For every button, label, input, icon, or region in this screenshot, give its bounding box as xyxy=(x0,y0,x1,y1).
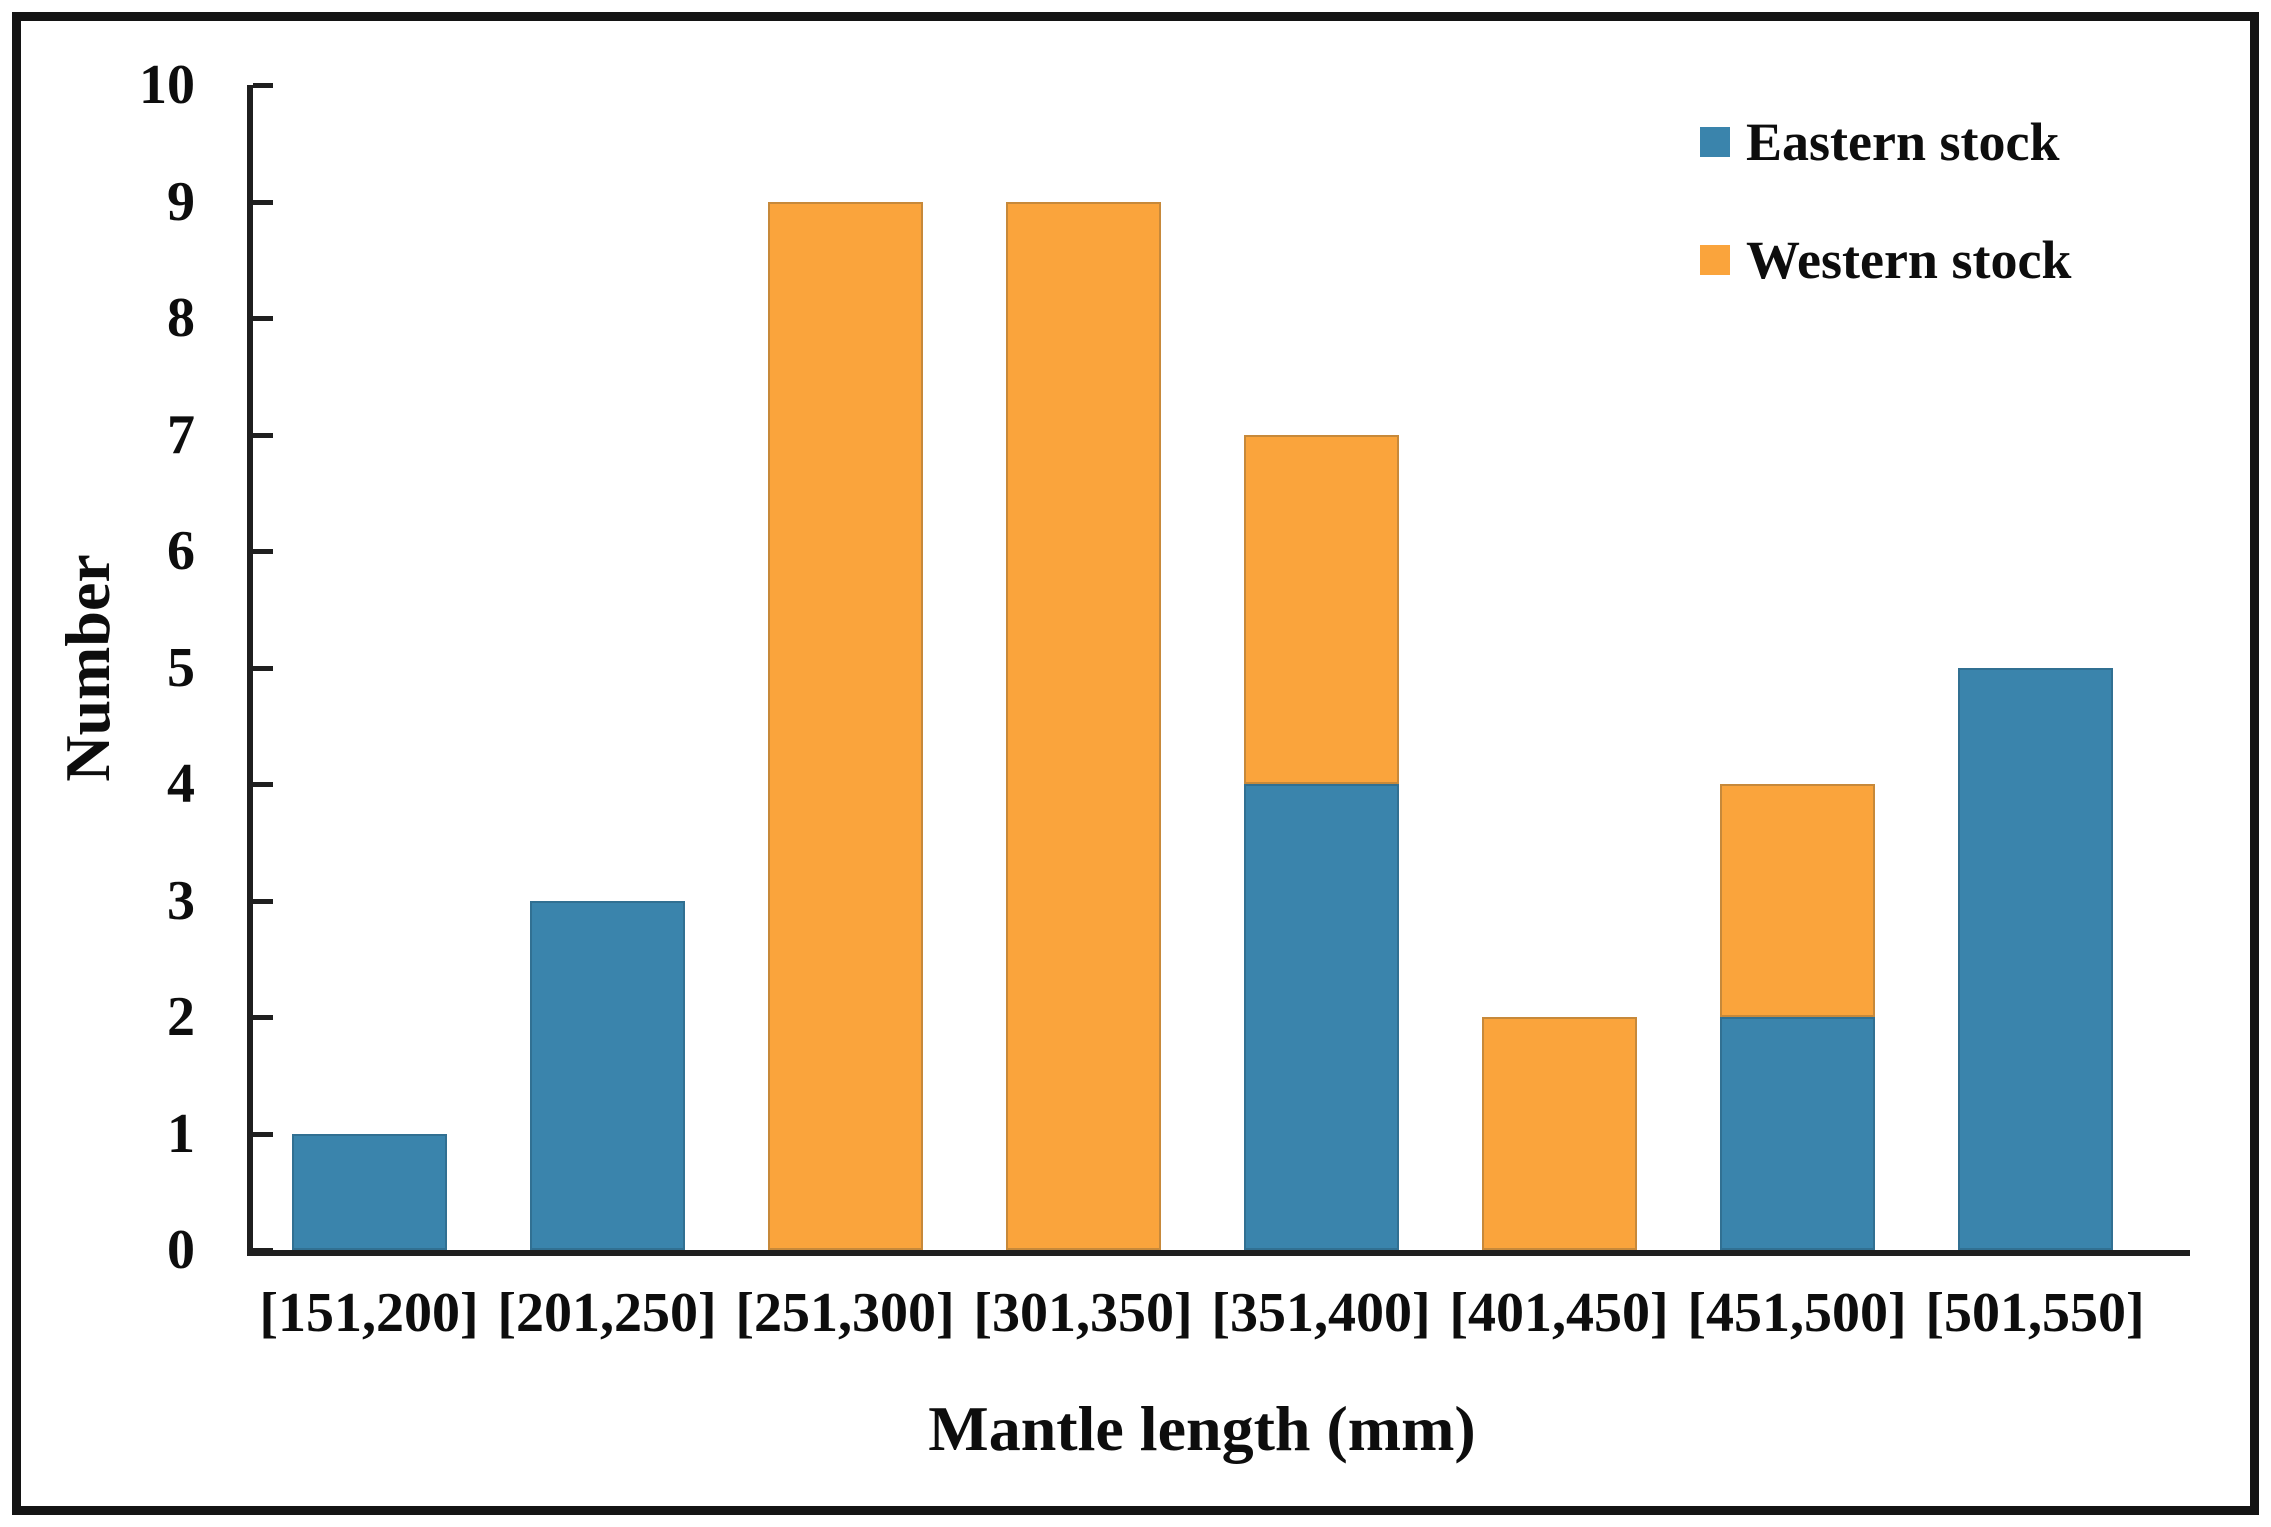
y-tick xyxy=(253,782,273,787)
y-tick-label: 2 xyxy=(167,986,195,1048)
legend: Eastern stock Western stock xyxy=(1700,110,2071,346)
x-tick-label: [451,500] xyxy=(1687,1282,1907,1344)
bar-segment-eastern-stock xyxy=(1243,784,1399,1250)
x-tick-label: [201,250] xyxy=(497,1282,717,1344)
legend-item-eastern-stock: Eastern stock xyxy=(1700,110,2071,174)
y-tick-label: 5 xyxy=(167,636,195,699)
x-axis-title: Mantle length (mm) xyxy=(928,1393,1476,1464)
bar-segment-western-stock xyxy=(1481,1017,1637,1250)
y-tick xyxy=(253,898,273,904)
bar-segment-western-stock xyxy=(1719,784,1875,1017)
x-tick-label: [151,200] xyxy=(259,1282,479,1344)
bar-segment-western-stock xyxy=(1005,201,1161,1250)
x-tick-label: [501,550] xyxy=(1925,1282,2145,1344)
y-tick-label: 8 xyxy=(167,287,195,349)
y-tick xyxy=(253,1131,273,1137)
y-tick-label: 0 xyxy=(167,1219,195,1281)
y-tick-label: 7 xyxy=(167,403,195,466)
y-tick-label: 1 xyxy=(167,1102,195,1165)
y-tick-label: 9 xyxy=(167,170,195,233)
legend-label-eastern-stock: Eastern stock xyxy=(1746,112,2060,172)
y-tick xyxy=(253,432,273,438)
y-tick-label: 10 xyxy=(139,54,195,116)
y-tick xyxy=(253,83,273,88)
x-tick-label: [251,300] xyxy=(735,1282,955,1344)
bar-segment-eastern-stock xyxy=(1719,1017,1875,1250)
legend-item-western-stock: Western stock xyxy=(1700,228,2071,292)
y-tick-label: 4 xyxy=(167,753,195,815)
bar-segment-eastern-stock xyxy=(1957,667,2113,1250)
legend-label-western-stock: Western stock xyxy=(1746,230,2072,290)
legend-swatch-eastern-stock xyxy=(1700,127,1730,157)
y-axis-line xyxy=(247,85,253,1256)
y-tick-label: 3 xyxy=(167,869,195,932)
y-tick xyxy=(253,665,273,671)
legend-swatch-western-stock xyxy=(1700,245,1730,275)
y-tick xyxy=(253,549,273,554)
bar-segment-eastern-stock xyxy=(529,900,685,1250)
plot-area: 0 1 2 3 4 5 6 7 8 9 10 [151,200] [201,250] [251,300] [… xyxy=(139,54,2154,1344)
bar-segment-eastern-stock xyxy=(291,1133,447,1250)
x-tick-label: [301,350] xyxy=(973,1282,1193,1344)
x-tick-label: [351,400] xyxy=(1211,1282,1431,1344)
y-tick-label: 6 xyxy=(167,520,195,582)
y-tick xyxy=(253,1015,273,1020)
bar-segment-western-stock xyxy=(1243,434,1399,784)
y-tick xyxy=(253,1248,273,1253)
chart-border-frame xyxy=(12,12,2259,1515)
x-tick-label: [401,450] xyxy=(1449,1282,1669,1344)
y-tick xyxy=(253,199,273,205)
y-tick xyxy=(253,316,273,321)
x-axis-line xyxy=(247,1250,2190,1256)
bar-segment-western-stock xyxy=(767,201,923,1250)
